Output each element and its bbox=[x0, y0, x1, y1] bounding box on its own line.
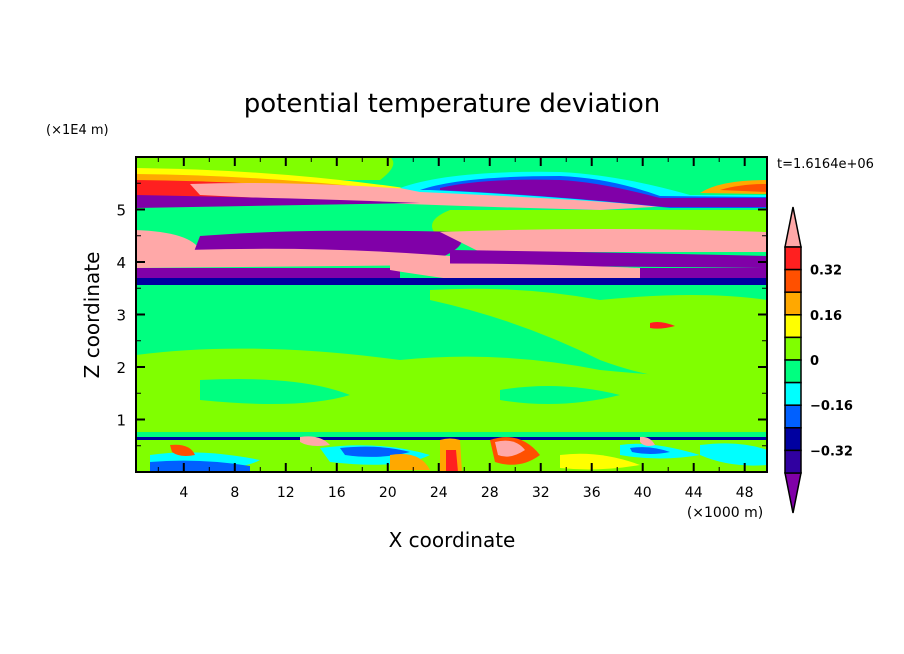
x-axis-label: X coordinate bbox=[389, 528, 516, 552]
field-region bbox=[340, 446, 410, 457]
field-region bbox=[500, 386, 620, 404]
field-region bbox=[136, 195, 420, 208]
y-tick-label: 3 bbox=[116, 307, 126, 325]
y-tick-label: 1 bbox=[116, 412, 126, 430]
colorbar-swatch bbox=[784, 359, 802, 384]
field-region bbox=[640, 436, 655, 446]
x-tick-label: 48 bbox=[736, 485, 754, 501]
field-region bbox=[390, 454, 430, 470]
field-region bbox=[136, 278, 767, 285]
colorbar-label: 0.32 bbox=[810, 264, 842, 279]
field-region bbox=[200, 379, 350, 404]
colorbar-over-triangle bbox=[784, 206, 802, 248]
colorbar-swatch bbox=[784, 381, 802, 406]
field-region bbox=[720, 184, 767, 192]
x-tick-label: 32 bbox=[532, 485, 550, 501]
colorbar-label: −0.16 bbox=[810, 399, 853, 414]
x-tick-label: 8 bbox=[230, 485, 239, 501]
x-tick-label: 40 bbox=[634, 485, 652, 501]
contour-field bbox=[136, 157, 767, 472]
colorbar-label: 0.16 bbox=[810, 309, 842, 324]
chart-title: potential temperature deviation bbox=[244, 89, 660, 119]
y-unit-label: (×1E4 m) bbox=[46, 123, 109, 138]
colorbar-swatch bbox=[784, 246, 802, 271]
field-region bbox=[640, 268, 767, 280]
field-region bbox=[170, 444, 195, 456]
x-tick-label: 20 bbox=[379, 485, 397, 501]
y-axis-label: Z coordinate bbox=[80, 252, 104, 379]
field-region bbox=[650, 322, 675, 329]
field-region bbox=[446, 450, 458, 472]
colorbar-swatch bbox=[784, 449, 802, 474]
field-region bbox=[190, 183, 690, 210]
field-region bbox=[300, 436, 330, 446]
x-tick-label: 4 bbox=[179, 485, 188, 501]
y-tick-label: 5 bbox=[116, 202, 126, 220]
y-tick-label: 2 bbox=[116, 359, 126, 377]
time-label: t=1.6164e+06 bbox=[777, 157, 874, 172]
x-tick-label: 24 bbox=[430, 485, 448, 501]
colorbar-label: −0.32 bbox=[810, 444, 853, 459]
colorbar: 0.32 0.16 0 −0.16 −0.32 bbox=[784, 206, 853, 514]
field-region bbox=[430, 288, 767, 383]
colorbar-swatch bbox=[784, 427, 802, 452]
x-tick-label: 12 bbox=[277, 485, 295, 501]
field-region bbox=[560, 453, 640, 470]
field-region bbox=[440, 229, 767, 252]
colorbar-under-triangle bbox=[784, 472, 802, 514]
field-region bbox=[450, 250, 767, 268]
colorbar-swatch bbox=[784, 314, 802, 339]
field-region bbox=[136, 437, 767, 440]
field-region bbox=[150, 460, 250, 472]
field-region bbox=[630, 447, 670, 454]
field-region bbox=[136, 348, 767, 432]
field-region bbox=[700, 443, 767, 466]
colorbar-swatch bbox=[784, 404, 802, 429]
colorbar-label: 0 bbox=[810, 354, 819, 369]
field-region bbox=[440, 179, 767, 207]
y-tick-label: 4 bbox=[116, 254, 126, 272]
colorbar-swatch bbox=[784, 291, 802, 316]
x-tick-label: 16 bbox=[328, 485, 346, 501]
colorbar-swatch bbox=[784, 268, 802, 293]
field-region bbox=[495, 440, 525, 457]
field-region bbox=[136, 248, 450, 268]
x-tick-label: 44 bbox=[685, 485, 703, 501]
colorbar-swatch bbox=[784, 336, 802, 361]
x-unit-label: (×1000 m) bbox=[687, 505, 763, 521]
x-tick-label: 36 bbox=[583, 485, 601, 501]
x-tick-label: 28 bbox=[481, 485, 499, 501]
